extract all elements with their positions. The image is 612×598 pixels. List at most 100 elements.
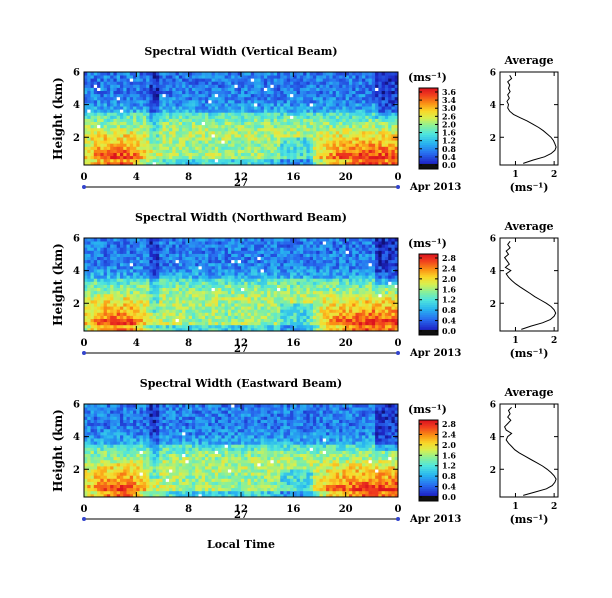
heatmap-cell xyxy=(175,241,180,245)
heatmap-cell xyxy=(205,161,209,166)
colorbar-segment xyxy=(419,102,438,105)
heatmap-cell xyxy=(391,143,396,147)
heatmap-cell xyxy=(358,78,363,82)
heatmap-cell xyxy=(355,78,360,82)
heatmap-cell xyxy=(348,155,353,160)
heatmap-cell xyxy=(149,293,154,298)
heatmap-cell xyxy=(155,321,160,326)
heatmap-cell xyxy=(100,293,105,298)
heatmap-cell xyxy=(221,278,226,282)
heatmap-cell xyxy=(257,287,262,292)
heatmap-cell xyxy=(136,72,140,76)
heatmap-cell xyxy=(84,124,88,129)
heatmap-cell xyxy=(355,149,360,153)
heatmap-cell xyxy=(165,324,170,329)
heatmap-cell xyxy=(188,87,193,91)
heatmap-cell xyxy=(276,152,281,157)
heatmap-cell xyxy=(178,262,183,267)
heatmap-cell xyxy=(326,130,330,135)
heatmap-cell xyxy=(178,287,183,292)
heatmap-cell xyxy=(103,124,108,129)
heatmap-cell xyxy=(221,238,226,242)
heatmap-cell xyxy=(250,115,255,119)
heatmap-cell xyxy=(319,127,324,132)
heatmap-cell xyxy=(136,253,140,257)
heatmap-cell xyxy=(201,109,206,113)
heatmap-cell xyxy=(227,327,232,332)
heatmap-cell xyxy=(139,109,144,113)
heatmap-cell xyxy=(293,324,297,329)
heatmap-cell xyxy=(378,155,383,160)
heatmap-cell xyxy=(142,121,147,126)
heatmap-cell xyxy=(201,72,206,76)
heatmap-cell xyxy=(299,96,304,101)
heatmap-cell xyxy=(201,93,206,98)
heatmap-cell xyxy=(119,112,124,116)
heatmap-cell xyxy=(139,265,144,270)
heatmap-cell xyxy=(188,259,193,264)
heatmap-cell xyxy=(388,124,392,129)
heatmap-cell xyxy=(378,118,383,122)
heatmap-cell xyxy=(283,250,288,254)
heatmap-cell xyxy=(260,137,265,141)
heatmap-cell xyxy=(182,296,186,301)
heatmap-cell xyxy=(129,130,134,135)
heatmap-cell xyxy=(339,130,343,135)
heatmap-cell xyxy=(218,284,222,288)
heatmap-cell xyxy=(244,96,248,101)
heatmap-cell xyxy=(260,306,265,310)
heatmap-cell xyxy=(195,312,199,316)
heatmap-cell xyxy=(286,324,291,329)
heatmap-cell xyxy=(84,287,88,292)
heatmap-cell xyxy=(188,158,193,163)
heatmap-cell xyxy=(388,75,392,79)
heatmap-cell xyxy=(342,109,347,113)
heatmap-cell xyxy=(142,155,147,160)
heatmap-cell xyxy=(142,284,147,288)
heatmap-cell xyxy=(211,290,216,295)
heatmap-cell xyxy=(97,244,101,248)
heatmap-cell xyxy=(345,99,350,104)
heatmap-cell xyxy=(142,256,147,261)
heatmap-cell xyxy=(299,75,304,79)
heatmap-cell xyxy=(250,272,255,276)
heatmap-cell xyxy=(139,284,144,288)
heatmap-cell xyxy=(381,96,386,101)
heatmap-cell xyxy=(267,115,271,119)
heatmap-cell xyxy=(119,241,124,245)
heatmap-cell xyxy=(247,309,252,313)
heatmap-cell xyxy=(169,93,173,98)
heatmap-cell xyxy=(93,265,98,270)
heatmap-cell xyxy=(322,99,327,104)
heatmap-cell xyxy=(100,272,105,276)
heatmap-cell xyxy=(234,96,239,101)
heatmap-cell xyxy=(335,109,340,113)
heatmap-cell xyxy=(178,78,183,82)
heatmap-cell xyxy=(139,146,144,150)
heatmap-cell xyxy=(384,103,389,107)
heatmap-cell xyxy=(280,241,284,245)
heatmap-cell xyxy=(231,143,235,147)
heatmap-cell xyxy=(211,253,216,257)
heatmap-cell xyxy=(254,140,258,144)
heatmap-cell xyxy=(335,127,340,132)
heatmap-cell xyxy=(116,84,121,88)
heatmap-cell xyxy=(106,284,111,288)
heatmap-cell xyxy=(178,124,183,129)
heatmap-cell xyxy=(267,306,271,310)
heatmap-cell xyxy=(254,112,258,116)
heatmap-cell xyxy=(335,158,340,163)
heatmap-cell xyxy=(280,155,284,160)
heatmap-cell xyxy=(296,103,301,107)
heatmap-cell xyxy=(247,146,252,150)
heatmap-cell xyxy=(146,118,150,122)
heatmap-cell xyxy=(139,290,144,295)
heatmap-cell xyxy=(290,324,294,329)
heatmap-cell xyxy=(306,130,311,135)
heatmap-cell xyxy=(293,281,297,285)
heatmap-cell xyxy=(270,161,275,166)
heatmap-cell xyxy=(296,121,301,126)
heatmap-cell xyxy=(322,103,327,107)
heatmap-cell xyxy=(191,115,196,119)
heatmap-cell xyxy=(93,137,98,141)
